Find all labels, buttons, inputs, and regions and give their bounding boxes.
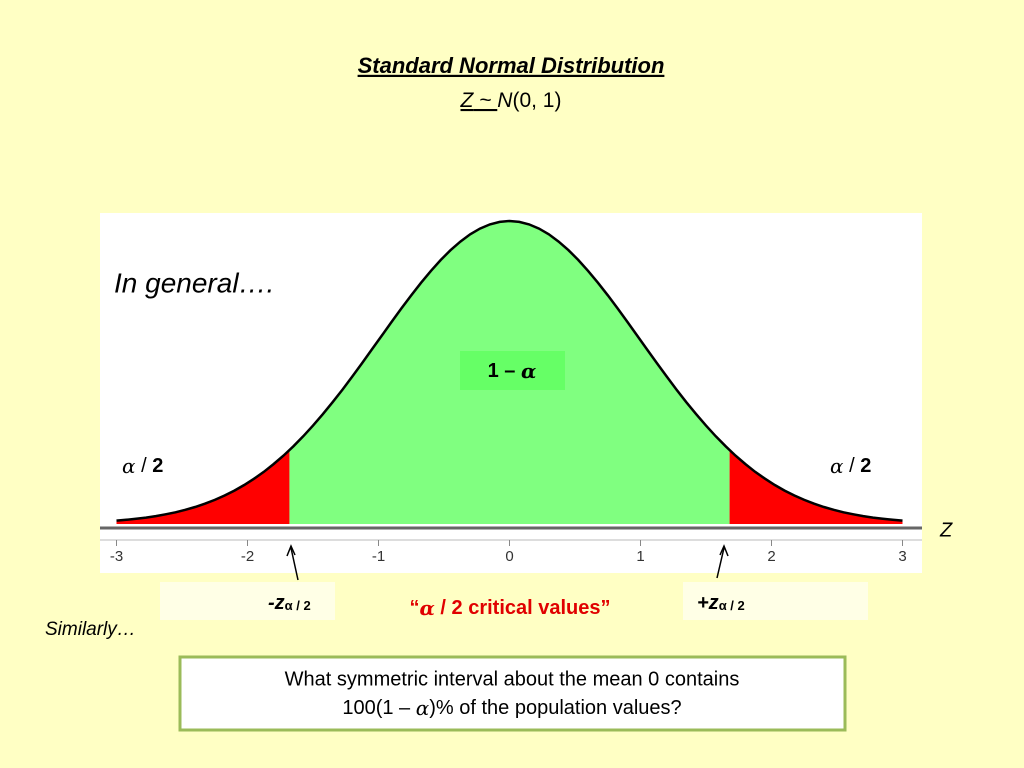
slash: / <box>136 455 153 477</box>
critical-caption: “α / 2 critical values” <box>409 596 610 620</box>
tick-label: -1 <box>372 548 385 565</box>
note: In general…. <box>114 267 274 298</box>
z: -z <box>268 592 285 614</box>
text: )% of the population values? <box>429 697 681 719</box>
subtitle-z: Z <box>460 89 475 112</box>
subtitle-params: (0, 1) <box>512 89 561 112</box>
two: 2 <box>860 455 871 477</box>
alpha: α <box>122 454 136 478</box>
center-label-text: 1 – <box>488 360 521 382</box>
right-critical-box <box>683 582 868 620</box>
center-label-alpha: α <box>521 359 536 383</box>
similarly: Similarly… <box>45 619 136 640</box>
arrow <box>716 547 725 579</box>
density-curve <box>116 219 903 522</box>
z: +z <box>697 592 719 614</box>
left-tail-label: α / 2 <box>122 454 163 478</box>
title: Standard Normal Distribution <box>358 53 665 78</box>
alpha: α <box>830 454 844 478</box>
alpha: α <box>416 696 430 720</box>
caption-text: / 2 critical values” <box>435 597 611 619</box>
tick-label: 1 <box>636 548 644 565</box>
arrow-head <box>286 544 296 557</box>
slash: / <box>844 455 861 477</box>
left-critical: -zα / 2 <box>268 592 311 614</box>
text: 100(1 – <box>342 697 415 719</box>
open-quote: “ <box>409 597 419 619</box>
tick-label: -3 <box>110 548 123 565</box>
center-label: 1 – α <box>488 359 537 383</box>
right-critical: +zα / 2 <box>697 592 745 614</box>
tick-label: 3 <box>898 548 906 565</box>
question-line: 100(1 – α)% of the population values? <box>342 696 681 720</box>
subtitle: Z ~ N(0, 1) <box>460 89 562 112</box>
center-label-box <box>460 351 565 390</box>
left-tail <box>116 450 290 524</box>
tick-label: 0 <box>505 548 513 565</box>
two: 2 <box>152 455 163 477</box>
subtitle-tilde: ~ <box>473 89 497 112</box>
tick-label: 2 <box>767 548 775 565</box>
tick-label: -2 <box>241 548 254 565</box>
left-critical-box <box>160 582 335 620</box>
right-tail-label: α / 2 <box>830 454 871 478</box>
right-tail <box>729 450 903 524</box>
arrow-head <box>719 544 729 557</box>
axis-ticks: -3 -2 -1 0 1 2 3 <box>110 540 907 565</box>
axis-label: Z <box>939 519 953 541</box>
arrow <box>290 547 299 581</box>
question-line: What symmetric interval about the mean 0… <box>285 668 740 690</box>
question-box <box>178 655 847 732</box>
subscript: α / 2 <box>285 598 311 613</box>
alpha: α <box>419 596 434 620</box>
subtitle-n: N <box>497 89 513 112</box>
subscript: α / 2 <box>719 598 745 613</box>
